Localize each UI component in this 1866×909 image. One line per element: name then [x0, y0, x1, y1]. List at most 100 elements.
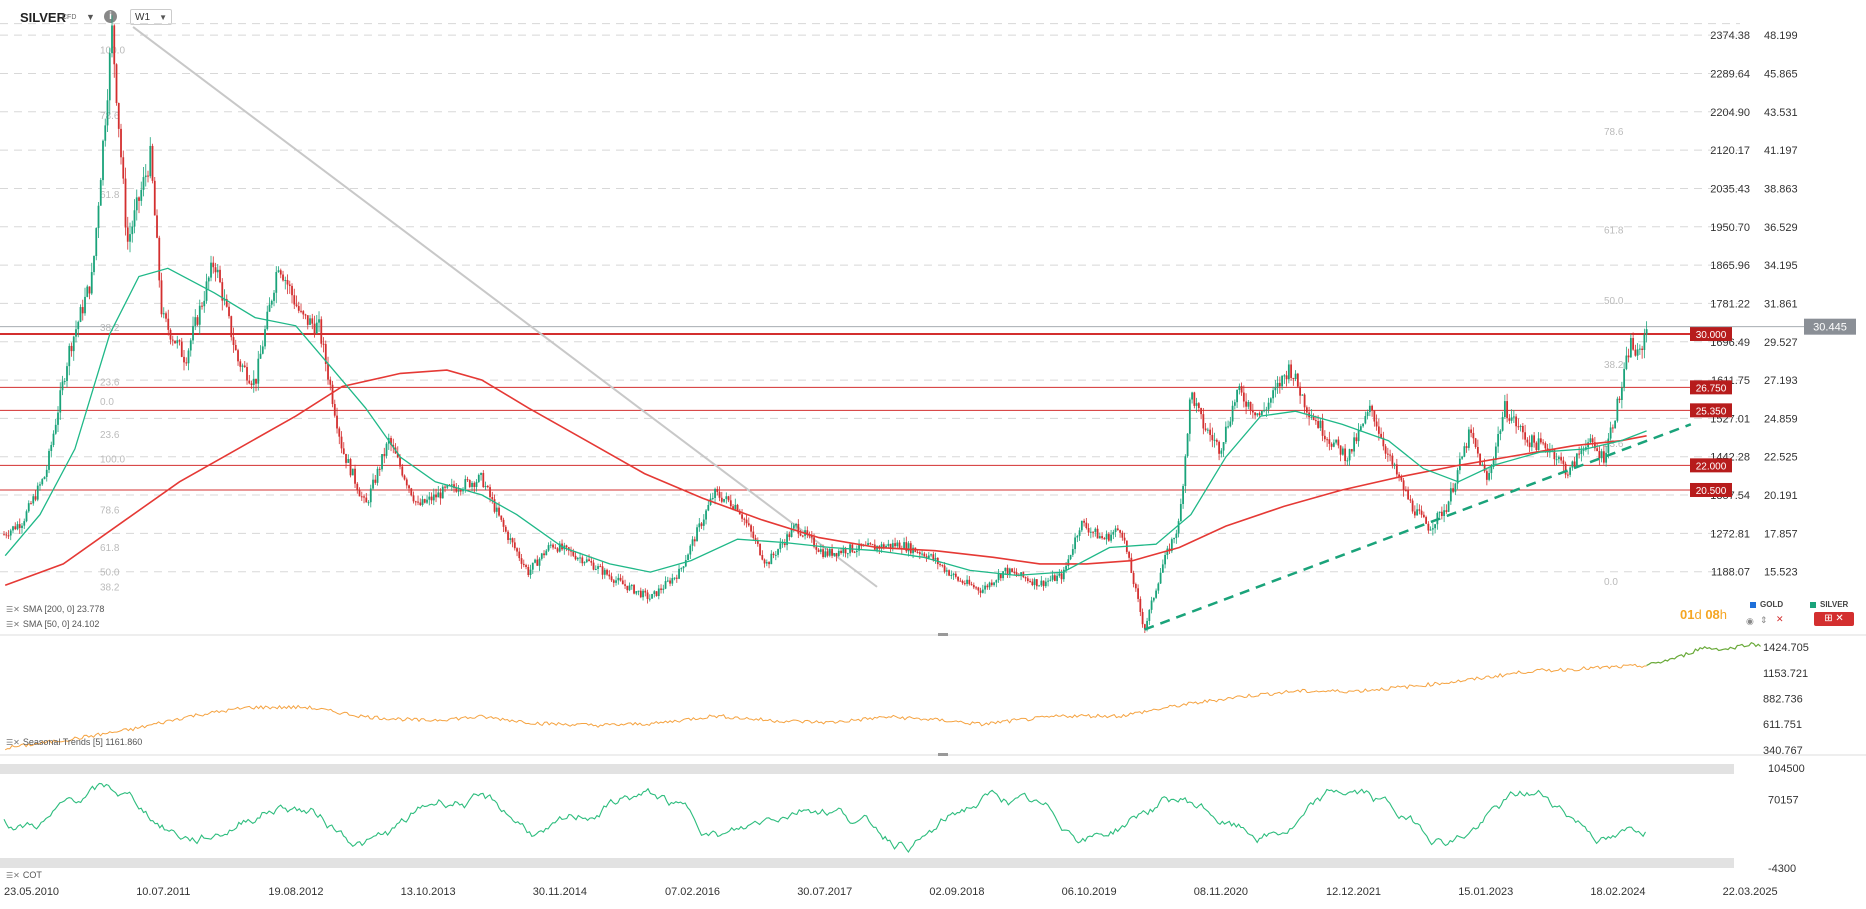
info-icon[interactable]: i — [104, 10, 117, 23]
candle — [837, 548, 840, 558]
candle — [1080, 520, 1083, 533]
candle — [88, 286, 91, 300]
settings-icon[interactable]: ☰✕ — [6, 738, 20, 747]
x-axis-tick: 10.07.2011 — [136, 886, 190, 898]
candle — [216, 264, 219, 279]
settings-icon[interactable]: ☰✕ — [6, 620, 20, 629]
sma50-indicator[interactable]: ☰✕ SMA [50, 0] 24.102 — [6, 619, 99, 629]
candle-body — [588, 559, 590, 561]
candle-body — [1157, 583, 1160, 591]
candle — [358, 487, 361, 497]
sma200-indicator[interactable]: ☰✕ SMA [200, 0] 23.778 — [6, 604, 104, 614]
candle — [1557, 455, 1560, 464]
cot-indicator[interactable]: ☰✕ COT — [6, 870, 42, 880]
candle — [702, 514, 705, 531]
settings-icon[interactable]: ☰✕ — [6, 871, 20, 880]
candle-body — [12, 526, 14, 531]
candle-body — [1582, 449, 1585, 451]
candle — [597, 563, 599, 574]
legend-gold-label: GOLD — [1760, 600, 1784, 609]
sma50-label: SMA [50, 0] 24.102 — [22, 619, 100, 629]
candle — [781, 539, 784, 548]
candle — [779, 537, 782, 553]
candle-body — [1641, 348, 1644, 350]
candle — [1411, 498, 1414, 514]
candle — [1285, 370, 1288, 387]
candle-body — [156, 215, 158, 238]
candle-body — [1038, 585, 1040, 587]
candle-body — [543, 553, 545, 556]
candle — [1168, 543, 1171, 554]
candle-body — [1636, 349, 1639, 356]
candle-body — [621, 580, 624, 585]
candle — [338, 426, 341, 445]
close-icon[interactable]: ✕ — [1776, 614, 1784, 624]
candle — [1499, 429, 1502, 441]
candle-body — [153, 180, 156, 216]
candle-body — [1339, 445, 1342, 455]
candle — [63, 378, 66, 385]
reorder-icon[interactable]: ⇕ — [1760, 615, 1768, 625]
candle — [855, 545, 858, 558]
candle — [324, 340, 327, 372]
candle — [993, 581, 995, 587]
timeframe-select[interactable]: W1 ▼ — [130, 9, 172, 25]
candle-body — [275, 271, 278, 293]
candle — [507, 529, 509, 544]
candle — [302, 310, 305, 320]
candle-body — [1231, 405, 1234, 422]
candle — [1598, 445, 1601, 466]
candle-body — [707, 505, 710, 511]
candle-body — [1242, 392, 1245, 402]
candle-body — [428, 496, 431, 500]
candle — [923, 551, 926, 558]
candle — [349, 457, 352, 478]
instrument-type: CFD — [62, 14, 77, 21]
symbol-dropdown-icon[interactable]: ▼ — [86, 12, 95, 22]
candle — [1465, 442, 1468, 453]
candle — [1292, 377, 1295, 386]
candle — [176, 335, 179, 349]
candle — [1476, 439, 1479, 458]
candle-body — [819, 549, 822, 552]
candle-body — [579, 557, 581, 559]
candle — [1508, 414, 1511, 425]
candle-body — [16, 524, 19, 530]
candle — [531, 562, 534, 574]
legend-silver[interactable]: SILVER — [1810, 600, 1848, 609]
candle — [608, 570, 611, 580]
candle — [376, 466, 379, 486]
symbol-name[interactable]: SILVER — [20, 10, 66, 25]
candle — [1303, 393, 1306, 414]
candle — [1582, 446, 1585, 456]
candle-body — [615, 580, 617, 583]
candle — [648, 594, 651, 602]
candle — [977, 586, 980, 595]
candle — [723, 498, 725, 503]
price-level-label: 20.500 — [1696, 486, 1727, 497]
candle-body — [239, 361, 242, 367]
candle — [50, 441, 53, 458]
settings-icon[interactable]: ☰✕ — [6, 605, 20, 614]
candle — [167, 309, 170, 336]
candle — [714, 487, 716, 505]
candle — [1103, 536, 1106, 540]
candle — [405, 477, 408, 489]
visibility-icon[interactable]: ◉ — [1746, 616, 1754, 626]
legend-gold[interactable]: GOLD — [1750, 600, 1783, 609]
candle — [502, 517, 505, 532]
candle-body — [1452, 488, 1455, 492]
seasonal-indicator[interactable]: ☰✕ Seasonal Trends [5] 1161.860 — [6, 737, 142, 747]
candle — [1420, 505, 1423, 518]
candle-body — [432, 494, 435, 501]
candle-body — [1350, 449, 1353, 452]
silver-remove-button[interactable]: ⊞ ✕ — [1814, 612, 1854, 626]
candle-body — [1380, 433, 1383, 438]
candle — [288, 280, 291, 294]
candle-body — [718, 491, 721, 498]
candle-body — [930, 554, 932, 556]
candle — [1494, 442, 1497, 467]
candle — [106, 89, 109, 133]
candle — [520, 554, 523, 569]
